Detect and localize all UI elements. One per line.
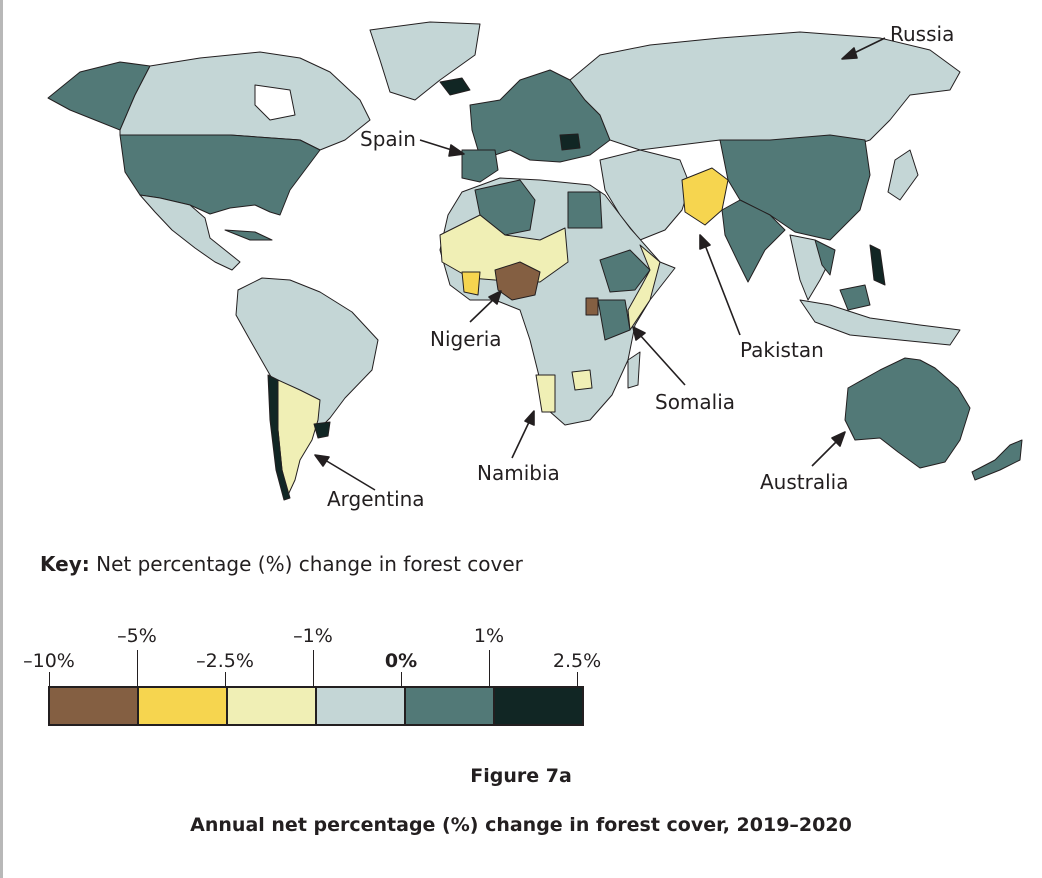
tick-line xyxy=(489,650,490,688)
region-south-america xyxy=(235,277,379,431)
key-title: Key: Net percentage (%) change in forest… xyxy=(40,552,523,576)
region-somalia xyxy=(627,244,661,331)
label-nigeria: Nigeria xyxy=(430,327,502,351)
region-tanzania xyxy=(597,299,631,341)
region-sahel xyxy=(439,214,569,283)
region-new-zealand xyxy=(971,439,1023,481)
figure-number: Figure 7a xyxy=(470,765,572,787)
region-indonesia xyxy=(799,299,961,346)
region-india xyxy=(721,199,786,283)
figure-title: Annual net percentage (%) change in fore… xyxy=(190,814,852,836)
label-namibia: Namibia xyxy=(477,461,560,485)
label-somalia: Somalia xyxy=(655,390,736,414)
legend-swatch xyxy=(406,688,495,724)
tick-label: 2.5% xyxy=(552,650,602,672)
tick-label: –2.5% xyxy=(196,650,254,672)
page-border xyxy=(0,0,3,878)
region-pakistan xyxy=(681,167,729,226)
tick-line xyxy=(137,650,138,688)
legend-color-bar xyxy=(48,686,584,726)
legend-swatch xyxy=(139,688,228,724)
region-japan xyxy=(887,149,919,201)
region-ethiopia xyxy=(599,249,651,293)
region-spain xyxy=(461,149,499,183)
region-vietnam xyxy=(814,239,836,276)
region-australia xyxy=(844,357,971,469)
key-text: Net percentage (%) change in forest cove… xyxy=(89,552,523,576)
region-romania xyxy=(559,133,581,151)
region-uganda xyxy=(585,297,599,316)
label-spain: Spain xyxy=(360,127,416,151)
legend-swatch xyxy=(495,688,582,724)
legend-swatch xyxy=(50,688,139,724)
tick-label: –1% xyxy=(293,625,333,647)
tick-line xyxy=(49,672,50,688)
legend-swatch xyxy=(228,688,317,724)
region-zimbabwe xyxy=(571,369,593,391)
tick-line xyxy=(401,672,402,688)
region-uruguay xyxy=(313,421,331,439)
world-map xyxy=(47,21,1023,501)
region-russia xyxy=(569,31,961,151)
region-namibia xyxy=(535,374,556,413)
region-china xyxy=(719,134,871,241)
tick-label: 1% xyxy=(473,625,505,647)
label-argentina: Argentina xyxy=(327,487,425,511)
region-madagascar xyxy=(627,351,641,389)
key-bold: Key: xyxy=(40,552,90,576)
region-greenland xyxy=(369,21,481,101)
annotation-arrows xyxy=(314,37,886,491)
tick-line xyxy=(313,650,314,688)
region-philippines xyxy=(869,244,886,286)
label-russia: Russia xyxy=(890,22,955,46)
region-mexico xyxy=(139,194,241,271)
tick-line xyxy=(577,672,578,688)
region-cote-divoire xyxy=(461,271,481,296)
tick-label: –10% xyxy=(23,650,75,672)
label-australia: Australia xyxy=(760,470,849,494)
region-hudson-bay xyxy=(254,84,296,121)
region-canada xyxy=(119,51,371,151)
region-chile xyxy=(267,374,291,501)
tick-label: 0% xyxy=(384,650,418,672)
region-iceland xyxy=(439,77,471,96)
tick-line xyxy=(225,672,226,688)
label-pakistan: Pakistan xyxy=(740,338,824,362)
tick-label: –5% xyxy=(117,625,157,647)
region-egypt xyxy=(567,191,603,229)
region-cuba xyxy=(224,229,273,241)
region-borneo xyxy=(839,284,871,311)
legend-swatch xyxy=(317,688,406,724)
region-nigeria xyxy=(494,261,541,301)
